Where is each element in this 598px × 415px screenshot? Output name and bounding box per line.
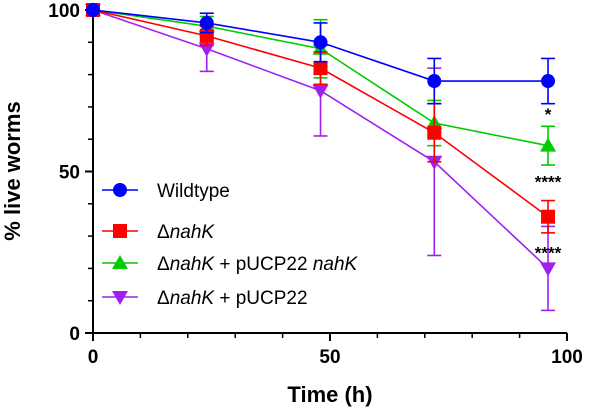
data-point — [312, 84, 329, 99]
legend-label-part: Δ — [157, 254, 170, 275]
legend-label-part: nahK — [170, 288, 216, 309]
data-point — [540, 137, 557, 152]
x-tick-label: 100 — [551, 347, 583, 368]
y-tick-label: 50 — [59, 163, 80, 184]
legend-label: Wildtype — [157, 181, 230, 202]
data-point — [313, 61, 328, 76]
legend-marker — [113, 183, 127, 197]
data-point — [199, 15, 214, 30]
significance-label: * — [545, 105, 552, 124]
data-point — [541, 74, 556, 89]
legend-item: ΔnahK + pUCP22 — [102, 288, 308, 309]
axes: 0 50 100 0 50 100 — [48, 1, 583, 368]
legend-label-part: Δ — [157, 222, 170, 243]
legend-marker — [112, 291, 128, 305]
legend-label-part: + pUCP22 — [214, 254, 313, 275]
series-wildtype — [86, 3, 556, 105]
significance-label: **** — [535, 173, 562, 192]
y-tick-label: 0 — [69, 324, 80, 345]
data-point — [426, 155, 443, 170]
legend-label: ΔnahK + pUCP22 — [157, 288, 308, 309]
legend-item: ΔnahK + pUCP22 nahK — [102, 254, 359, 275]
legend-label-part: Wildtype — [157, 181, 230, 202]
legend-label-part: nahK — [170, 254, 216, 275]
legend-label-part: nahK — [313, 254, 359, 275]
data-point — [427, 125, 442, 140]
legend-label-part: Δ — [157, 288, 170, 309]
legend-label: ΔnahK + pUCP22 nahK — [157, 254, 359, 275]
legend-item: ΔnahK — [102, 222, 215, 243]
x-tick-label: 50 — [319, 347, 340, 368]
data-point — [540, 262, 557, 277]
x-tick-label: 0 — [88, 347, 99, 368]
data-point — [541, 209, 556, 224]
plot-area: ********* — [85, 2, 562, 312]
x-axis-title: Time (h) — [287, 382, 372, 407]
significance-label: **** — [535, 244, 562, 263]
data-point — [313, 35, 328, 50]
y-tick-label: 100 — [48, 1, 80, 22]
legend-label-part: + pUCP22 — [214, 288, 307, 309]
data-point — [86, 3, 100, 17]
legend-label-part: nahK — [170, 222, 216, 243]
y-axis-title: % live worms — [0, 101, 25, 240]
legend-marker — [112, 255, 128, 269]
legend-marker — [113, 224, 127, 238]
data-point — [427, 74, 442, 89]
legend-item: Wildtype — [102, 181, 230, 202]
legend-label: ΔnahK — [157, 222, 215, 243]
